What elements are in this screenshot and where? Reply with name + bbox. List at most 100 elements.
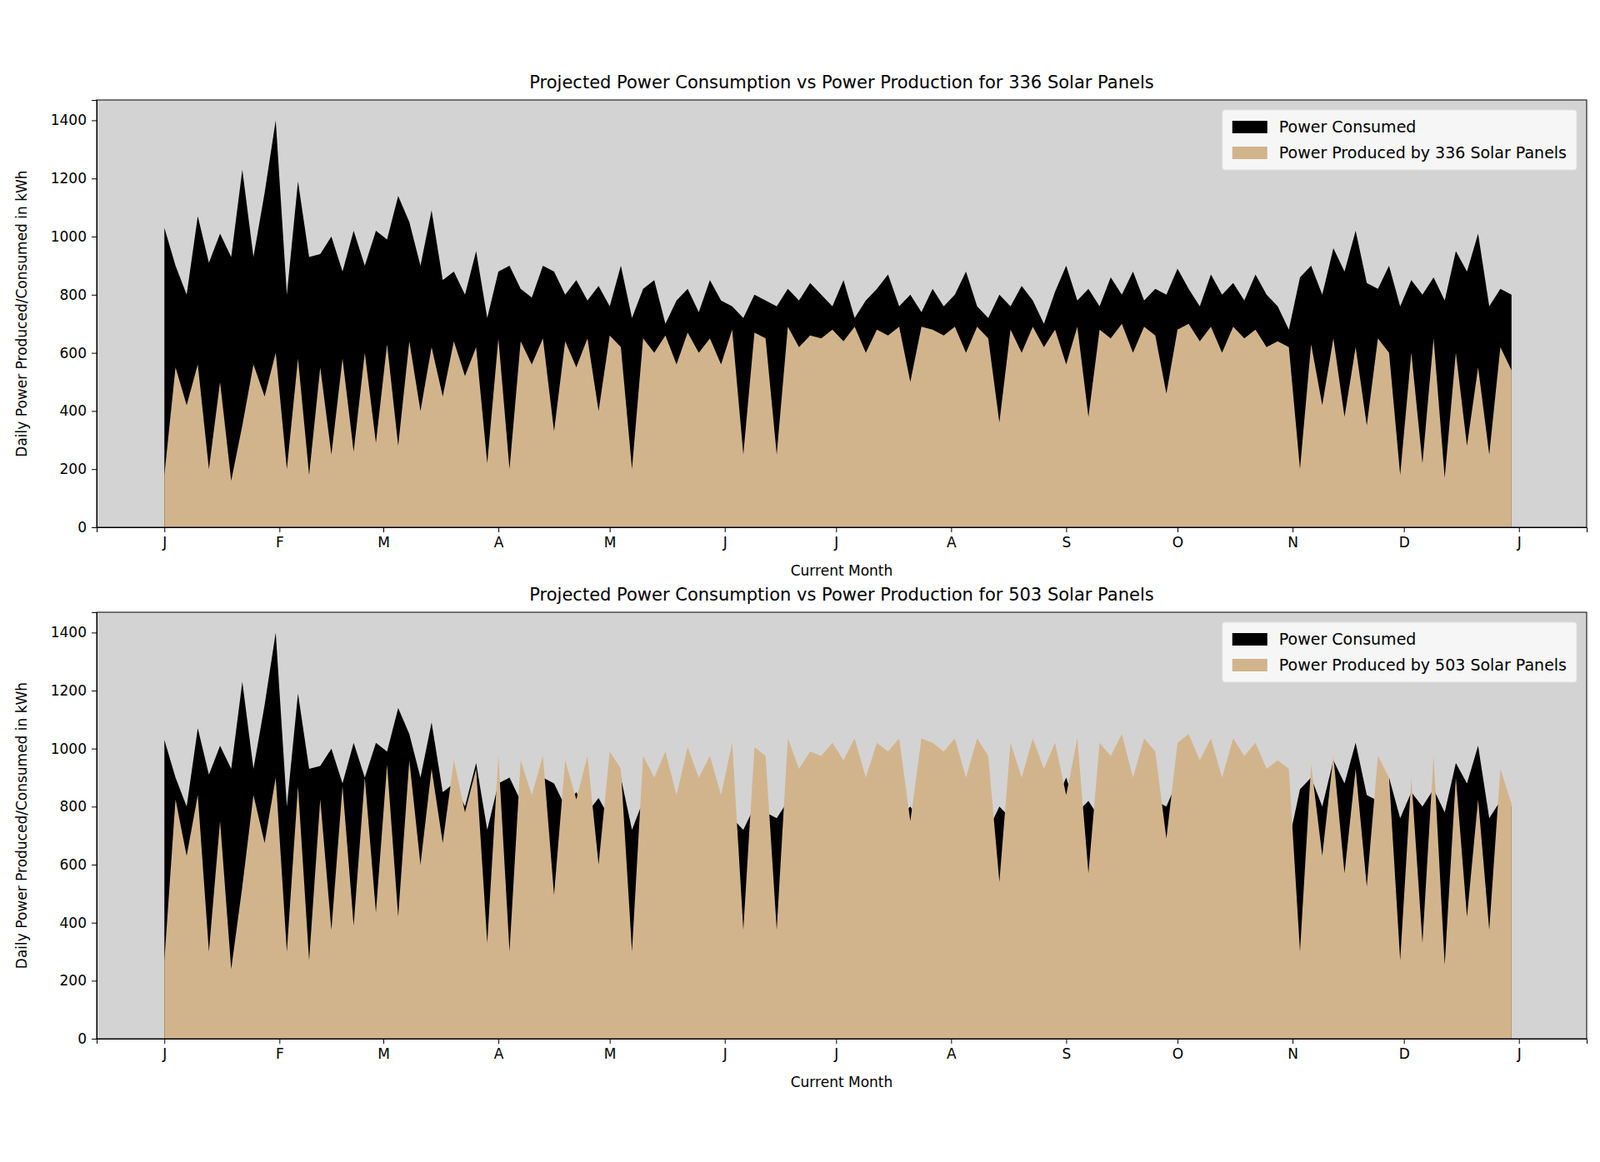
legend-item: Power Consumed [1232,630,1417,649]
x-tick-label: J [161,534,167,551]
x-tick: A [946,1039,957,1063]
x-tick-mark [1519,527,1520,533]
y-tick: 200 [60,460,97,478]
x-tick-label: F [275,1045,285,1063]
plot-background [96,612,1587,1040]
y-tick-mark [91,806,97,808]
x-tick-label: J [1516,1045,1522,1063]
chart: JFMAMJJASONDJ0200400600800100012001400Pr… [13,72,1588,580]
x-tick-mark [610,527,611,533]
x-tick-mark [1177,527,1179,533]
x-tick-label: M [377,534,390,551]
x-axis: JFMAMJJASONDJ [97,1039,1588,1063]
y-tick-label: 1000 [50,740,87,758]
chart: JFMAMJJASONDJ0200400600800100012001400Pr… [13,585,1588,1091]
y-tick: 600 [60,345,97,362]
y-tick-label: 1400 [50,624,87,641]
x-tick-label: N [1287,534,1299,551]
y-tick-label: 1400 [50,111,87,129]
x-tick-mark [1065,1039,1067,1045]
x-axis: JFMAMJJASONDJ [97,527,1588,551]
y-tick-mark [91,410,97,412]
x-tick: A [494,1039,505,1063]
y-tick-label: 200 [60,972,87,990]
x-tick: J [833,1039,839,1063]
x-tick-label: M [377,1045,390,1063]
y-tick: 400 [60,915,97,932]
x-tick: M [604,527,617,551]
y-axis: 0200400600800100012001400 [50,100,98,536]
y-tick: 1000 [50,740,97,758]
x-tick-label: A [946,1045,957,1063]
legend: Power Consumed Power Produced by 503 Sola… [1222,622,1577,683]
x-tick: J [161,1039,167,1063]
x-tick-label: O [1172,534,1184,551]
x-tick: M [377,527,390,551]
area [164,120,1512,528]
y-tick-mark [91,865,97,866]
y-tick-mark [91,236,97,238]
x-tick-mark [835,1039,837,1045]
y-tick-mark [91,923,97,925]
area [164,734,1512,1040]
y-tick-label: 1200 [50,170,87,187]
x-tick: D [1399,527,1410,551]
x-tick-mark [725,527,726,533]
y-tick: 400 [60,402,97,420]
legend-item: Power Consumed [1232,117,1417,136]
x-axis-title: Current Month [790,1074,894,1091]
y-tick: 1400 [50,624,97,641]
x-tick: A [494,527,505,551]
y-tick-mark [91,632,97,634]
x-tick-mark [383,527,385,533]
x-tick: N [1287,527,1299,551]
x-tick-mark [950,1039,952,1045]
x-tick-label: D [1399,1045,1410,1063]
x-tick: J [722,527,728,551]
y-tick: 0 [77,1030,97,1048]
x-tick-mark [950,527,952,533]
y-tick-mark [91,178,97,180]
y-tick-mark [91,1039,97,1040]
x-tick-label: M [604,534,617,551]
marks [164,632,1512,1040]
x-tick-label: A [946,534,957,551]
y-axis-title: Daily Power Produced/Consumed in kWh [13,170,30,457]
x-tick-mark [835,527,837,533]
x-tick-mark [1065,527,1067,533]
plot-frame [96,100,1587,528]
x-tick: A [946,527,957,551]
x-tick: M [604,1039,617,1063]
y-tick: 600 [60,856,97,874]
y-axis-title: Daily Power Produced/Consumed in kWh [13,682,30,970]
x-tick-label: M [604,1045,617,1063]
y-tick: 1400 [50,111,97,129]
y-tick-label: 1000 [50,228,87,245]
x-tick-mark [1292,1039,1294,1045]
y-tick-label: 600 [60,856,87,874]
x-tick-label: N [1287,1045,1299,1063]
y-tick: 1200 [50,682,97,700]
x-tick: J [1516,527,1522,551]
legend-swatch [1232,146,1268,160]
figure: J F M A M J J A S O N D J 0 200 400 600 800 1000 1200 1400 Pr… [0,0,1600,1162]
x-tick: S [1062,1039,1072,1063]
y-tick-mark [91,295,97,296]
area [164,632,1512,1040]
y-tick: 800 [60,798,97,815]
x-tick-label: S [1062,534,1072,551]
y-tick-label: 400 [60,915,87,932]
x-tick-label: O [1172,1045,1184,1063]
legend-item: Power Produced by 503 Solar Panels [1232,655,1567,675]
x-tick-label: J [161,1045,167,1063]
y-tick-label: 200 [60,460,87,478]
x-tick-mark [164,1039,165,1045]
x-tick-label: S [1062,1045,1072,1063]
x-tick-label: J [833,1045,839,1063]
y-tick-label: 800 [60,286,87,304]
marks [164,120,1512,528]
title: Projected Power Consumption vs Power Pro… [529,585,1154,605]
y-tick-mark [91,749,97,750]
legend-label: Power Produced by 503 Solar Panels [1279,655,1567,675]
x-tick: N [1287,1039,1299,1063]
